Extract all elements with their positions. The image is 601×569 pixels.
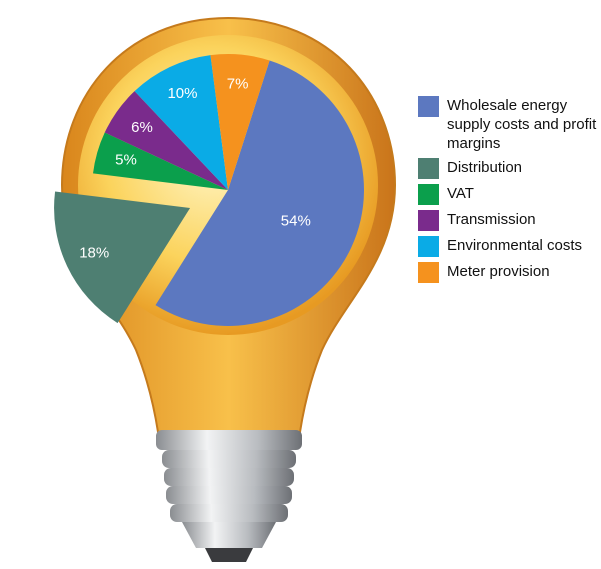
legend-swatch [418,236,439,257]
legend-label: Meter provision [447,262,597,281]
slice-label: 6% [131,119,153,136]
legend-item: Distribution [418,158,601,179]
legend-swatch [418,158,439,179]
legend-swatch [418,184,439,205]
legend-label: Distribution [447,158,597,177]
legend: Wholesale energy supply costs and profit… [418,96,601,288]
legend-label: Environmental costs [447,236,597,255]
legend-item: Wholesale energy supply costs and profit… [418,96,601,153]
page: 54% 18% 5% 6% 10% 7% Wholesale energy supply … [0,0,601,569]
legend-item: Meter provision [418,262,601,283]
legend-item: Environmental costs [418,236,601,257]
slice-label: 7% [227,75,249,92]
legend-swatch [418,210,439,231]
legend-label: Wholesale energy supply costs and profit… [447,96,597,153]
legend-swatch [418,96,439,117]
slice-label: 18% [79,244,109,261]
slice-label: 54% [281,213,311,230]
legend-label: VAT [447,184,597,203]
slice-label: 10% [167,85,197,102]
slice-label: 5% [115,152,137,169]
legend-item: VAT [418,184,601,205]
legend-item: Transmission [418,210,601,231]
legend-label: Transmission [447,210,597,229]
legend-swatch [418,262,439,283]
